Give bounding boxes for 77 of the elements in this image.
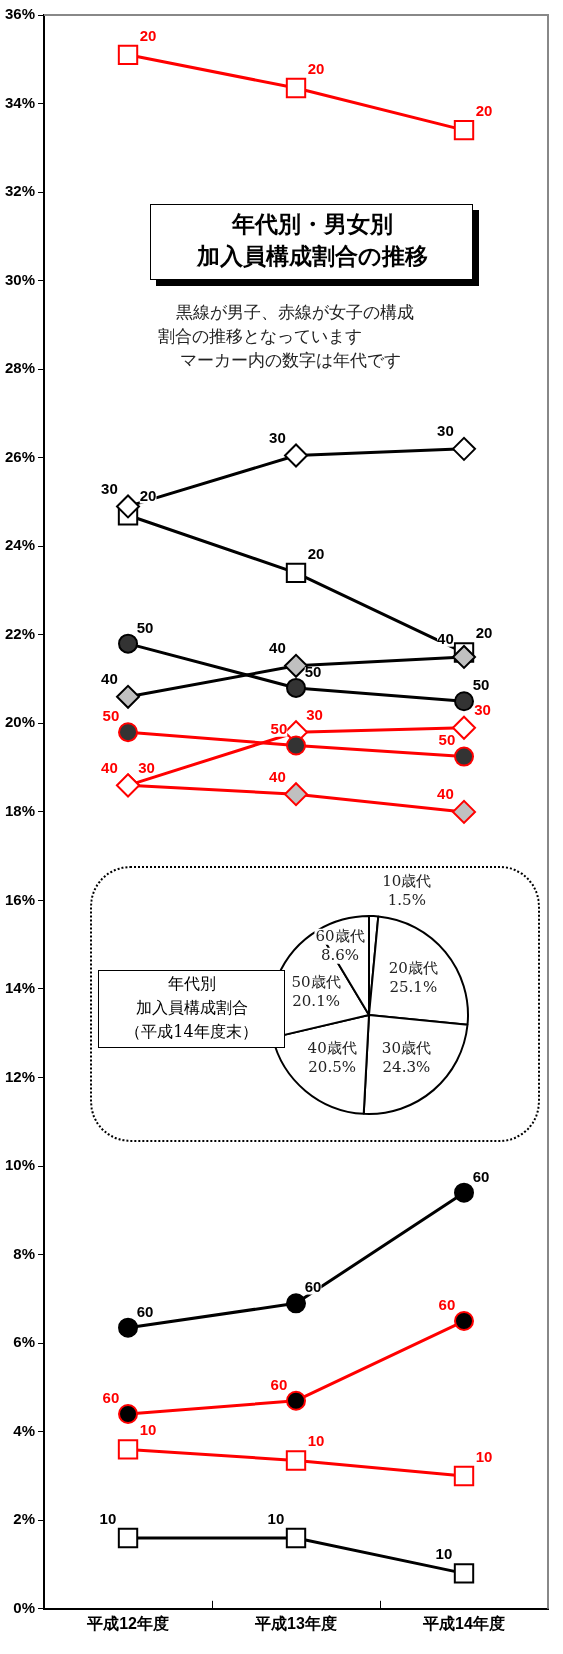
series-label: 50 <box>102 707 120 725</box>
text: 20 <box>307 59 325 77</box>
series-label: 50 <box>472 676 490 694</box>
series-label: 40 <box>269 767 286 785</box>
series-label: 30 <box>101 479 118 497</box>
y-tick-label: 0% <box>13 1598 36 1616</box>
y-tick-label: 16% <box>4 890 36 908</box>
y-tick-label: 24% <box>4 536 36 554</box>
y-tick-label: 10% <box>4 1156 36 1174</box>
text: 20 <box>307 544 325 562</box>
text: 20 <box>139 26 157 44</box>
text: 30 <box>474 701 491 719</box>
text: 50 <box>270 720 288 738</box>
series-label: 20 <box>475 624 493 642</box>
text: 40 <box>437 630 454 648</box>
y-tick-label: 26% <box>4 447 36 465</box>
slice-label: 50歳代 <box>291 973 341 992</box>
series-label: 10 <box>475 1447 493 1465</box>
text: 10 <box>139 1421 157 1439</box>
data-label: 24.3% <box>382 1057 431 1076</box>
data-label: 20.1% <box>292 992 340 1011</box>
slice-label: 30歳代 <box>381 1038 431 1057</box>
data-label: 1.5% <box>387 890 426 909</box>
series-label: 20 <box>475 102 493 119</box>
series-label: 30 <box>138 758 155 776</box>
text: 20 <box>139 487 157 505</box>
y-tick-label: 22% <box>4 624 36 642</box>
text: 30 <box>269 428 286 446</box>
y-tick-label: 6% <box>13 1333 36 1351</box>
y-tick-label: 14% <box>4 979 36 997</box>
slice-label: 60歳代 <box>315 926 365 945</box>
slice-label: 40歳代 <box>307 1039 357 1058</box>
text: 50 <box>304 662 322 680</box>
annotation: 年代別 <box>166 973 217 995</box>
series-label: 10 <box>99 1509 117 1527</box>
annotation: マーカー内の数字は年代です <box>179 349 402 372</box>
text: 60 <box>136 1302 154 1320</box>
series-label: 60 <box>304 1278 322 1296</box>
y-tick-label: 4% <box>13 1421 36 1439</box>
y-tick-label: 30% <box>4 270 36 288</box>
y-tick-label: 28% <box>4 359 36 377</box>
x-tick-label: 平成14年度 <box>422 1613 505 1632</box>
data-label: 20.5% <box>308 1058 356 1077</box>
x-tick-label: 平成12年度 <box>86 1613 169 1632</box>
text: 50 <box>438 731 456 749</box>
slice-label: 20歳代 <box>388 958 438 977</box>
annotation: 黒線が男子、赤線が女子の構成割合の推移となっています <box>158 301 415 348</box>
annotation: （平成14年度末） <box>124 1021 259 1043</box>
text: 40 <box>101 758 118 776</box>
annotation: 加入員構成割合 <box>134 997 249 1019</box>
text: 60 <box>270 1375 288 1393</box>
y-tick-label: 8% <box>13 1244 36 1262</box>
text: 10 <box>307 1432 325 1450</box>
y-tick-label: 32% <box>4 182 36 200</box>
data-label: 8.6% <box>320 945 360 964</box>
text: 加入員構成割合の推移 <box>195 242 429 271</box>
y-tick-label: 36% <box>4 5 36 23</box>
series-label: 60 <box>102 1388 120 1406</box>
text: 40 <box>101 670 118 688</box>
y-tick-label: 2% <box>13 1510 36 1528</box>
text: 年代別・男女別 <box>230 210 394 239</box>
text: 40 <box>437 785 454 803</box>
series-label: 40 <box>269 639 286 657</box>
text: 10 <box>435 1545 453 1563</box>
slice-label: 10歳代 <box>382 871 432 890</box>
text: 60 <box>438 1295 456 1313</box>
y-tick-label: 20% <box>4 713 36 731</box>
text: 30 <box>306 705 323 723</box>
y-tick-label: 18% <box>4 802 36 820</box>
y-tick-label: 12% <box>4 1067 36 1085</box>
text: 60 <box>472 1167 490 1185</box>
y-tick-label: 34% <box>4 93 36 111</box>
text: 50 <box>136 618 154 636</box>
x-tick-label: 平成13年度 <box>254 1613 337 1632</box>
text: 10 <box>267 1509 285 1527</box>
data-label: 25.1% <box>389 977 438 996</box>
text: 30 <box>437 422 454 440</box>
